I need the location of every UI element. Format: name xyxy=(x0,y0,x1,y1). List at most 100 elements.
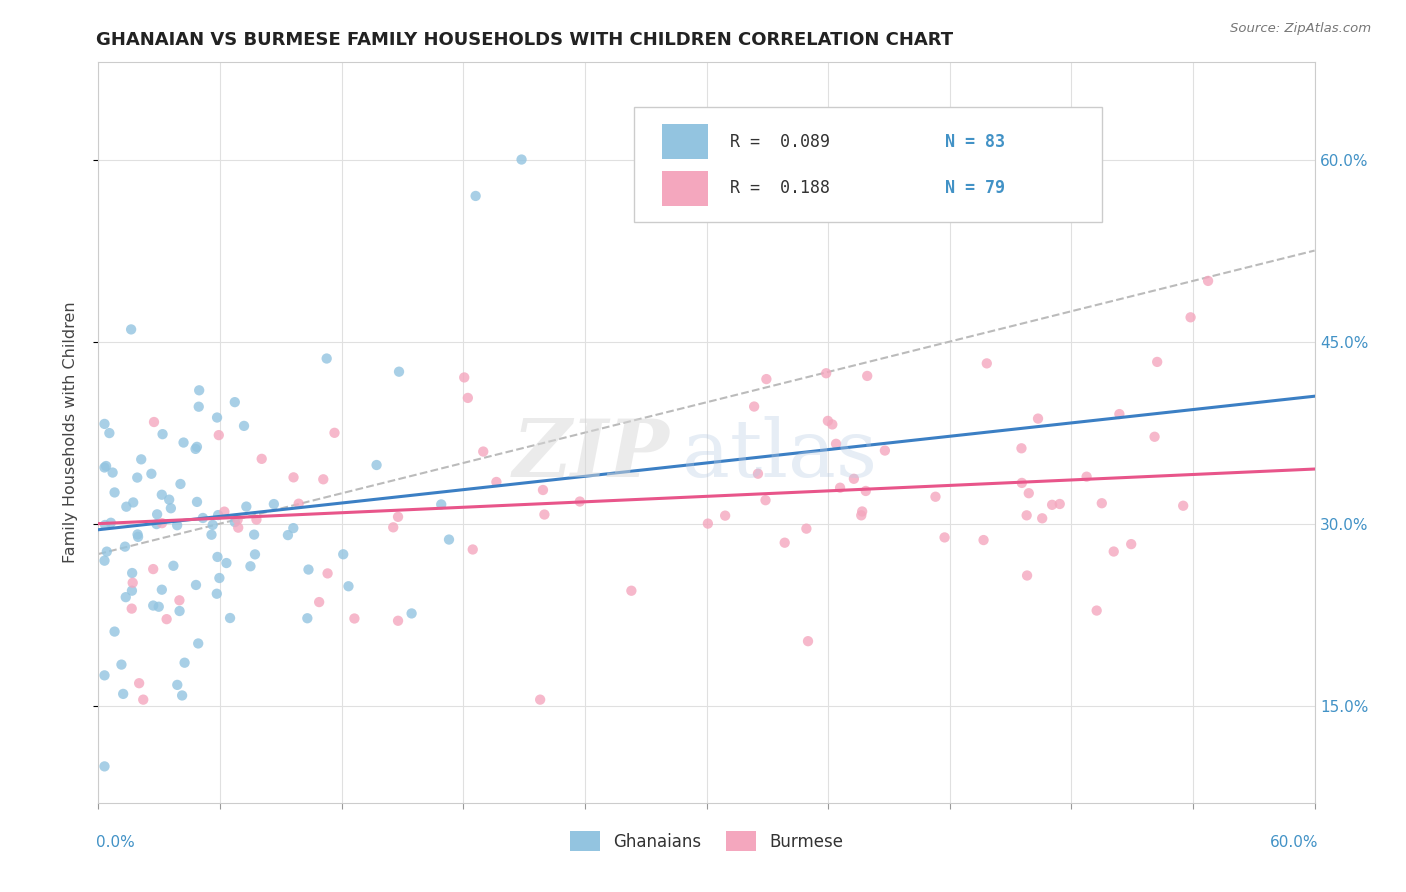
Point xyxy=(1146,355,1168,369)
Point xyxy=(531,483,554,497)
Point xyxy=(208,428,231,442)
Point xyxy=(464,189,486,203)
Point xyxy=(219,611,242,625)
Text: 60.0%: 60.0% xyxy=(1271,836,1319,850)
Point xyxy=(430,497,453,511)
Point xyxy=(308,595,330,609)
Text: N = 83: N = 83 xyxy=(945,133,1005,151)
Point xyxy=(243,547,266,561)
Point xyxy=(120,322,142,336)
Point xyxy=(93,668,115,682)
Point xyxy=(976,356,998,370)
Point xyxy=(122,495,145,509)
Point xyxy=(101,466,124,480)
Point xyxy=(205,410,228,425)
Point xyxy=(142,562,165,576)
Point xyxy=(1076,469,1098,483)
Point xyxy=(243,527,266,541)
Point xyxy=(115,500,138,514)
Point xyxy=(485,475,508,489)
Point xyxy=(934,530,956,544)
Point xyxy=(201,517,224,532)
Point xyxy=(1017,568,1039,582)
Text: R =  0.188: R = 0.188 xyxy=(730,179,830,197)
Point xyxy=(297,611,319,625)
Point xyxy=(366,458,388,472)
Point xyxy=(973,533,995,547)
FancyBboxPatch shape xyxy=(661,170,707,206)
Point xyxy=(510,153,533,167)
Point xyxy=(162,558,184,573)
Point xyxy=(128,676,150,690)
Point xyxy=(160,501,183,516)
Point xyxy=(828,481,851,495)
Point xyxy=(103,485,125,500)
Point xyxy=(337,579,360,593)
Point xyxy=(316,566,339,581)
Point xyxy=(93,460,115,475)
Point xyxy=(568,494,591,508)
Point xyxy=(773,535,796,549)
Point xyxy=(388,365,411,379)
Point xyxy=(343,611,366,625)
Point xyxy=(1091,496,1114,510)
Point xyxy=(754,493,776,508)
Point xyxy=(148,599,170,614)
Point xyxy=(114,590,136,604)
Point xyxy=(239,559,262,574)
Point xyxy=(529,692,551,706)
Point xyxy=(825,437,848,451)
Point xyxy=(112,687,135,701)
Point xyxy=(851,508,873,523)
Point xyxy=(817,414,839,428)
Point xyxy=(387,614,409,628)
Point xyxy=(121,575,143,590)
Point xyxy=(821,417,844,432)
Point xyxy=(100,516,122,530)
Point xyxy=(143,415,166,429)
Point xyxy=(453,370,475,384)
Text: ZIP: ZIP xyxy=(513,416,671,493)
Point xyxy=(184,578,207,592)
Point xyxy=(166,518,188,533)
Point xyxy=(387,509,409,524)
Point xyxy=(796,522,818,536)
Point xyxy=(283,521,305,535)
Point xyxy=(315,351,337,366)
Text: Source: ZipAtlas.com: Source: ZipAtlas.com xyxy=(1230,22,1371,36)
Text: atlas: atlas xyxy=(682,416,877,494)
Point xyxy=(851,504,873,518)
Point xyxy=(146,508,169,522)
Point xyxy=(205,587,228,601)
Point xyxy=(121,566,143,580)
Point xyxy=(188,384,211,398)
Point xyxy=(114,540,136,554)
Point xyxy=(208,571,231,585)
Point xyxy=(1143,430,1166,444)
Point xyxy=(132,692,155,706)
Point xyxy=(166,678,188,692)
Point xyxy=(842,472,865,486)
Point xyxy=(121,583,143,598)
FancyBboxPatch shape xyxy=(661,124,707,160)
Point xyxy=(815,366,838,380)
Point xyxy=(755,372,778,386)
Point xyxy=(98,426,121,441)
Point xyxy=(1180,310,1202,325)
Point xyxy=(150,516,173,530)
Point xyxy=(437,533,460,547)
Point xyxy=(191,511,214,525)
Point xyxy=(233,418,256,433)
Point xyxy=(145,517,167,532)
Point xyxy=(103,624,125,639)
Point xyxy=(287,497,309,511)
Point xyxy=(924,490,946,504)
Point xyxy=(1049,497,1071,511)
Point xyxy=(1197,274,1219,288)
Point xyxy=(172,689,194,703)
Point xyxy=(323,425,346,440)
Point xyxy=(157,492,180,507)
Point xyxy=(169,593,191,607)
Point xyxy=(156,612,179,626)
Point xyxy=(214,505,236,519)
